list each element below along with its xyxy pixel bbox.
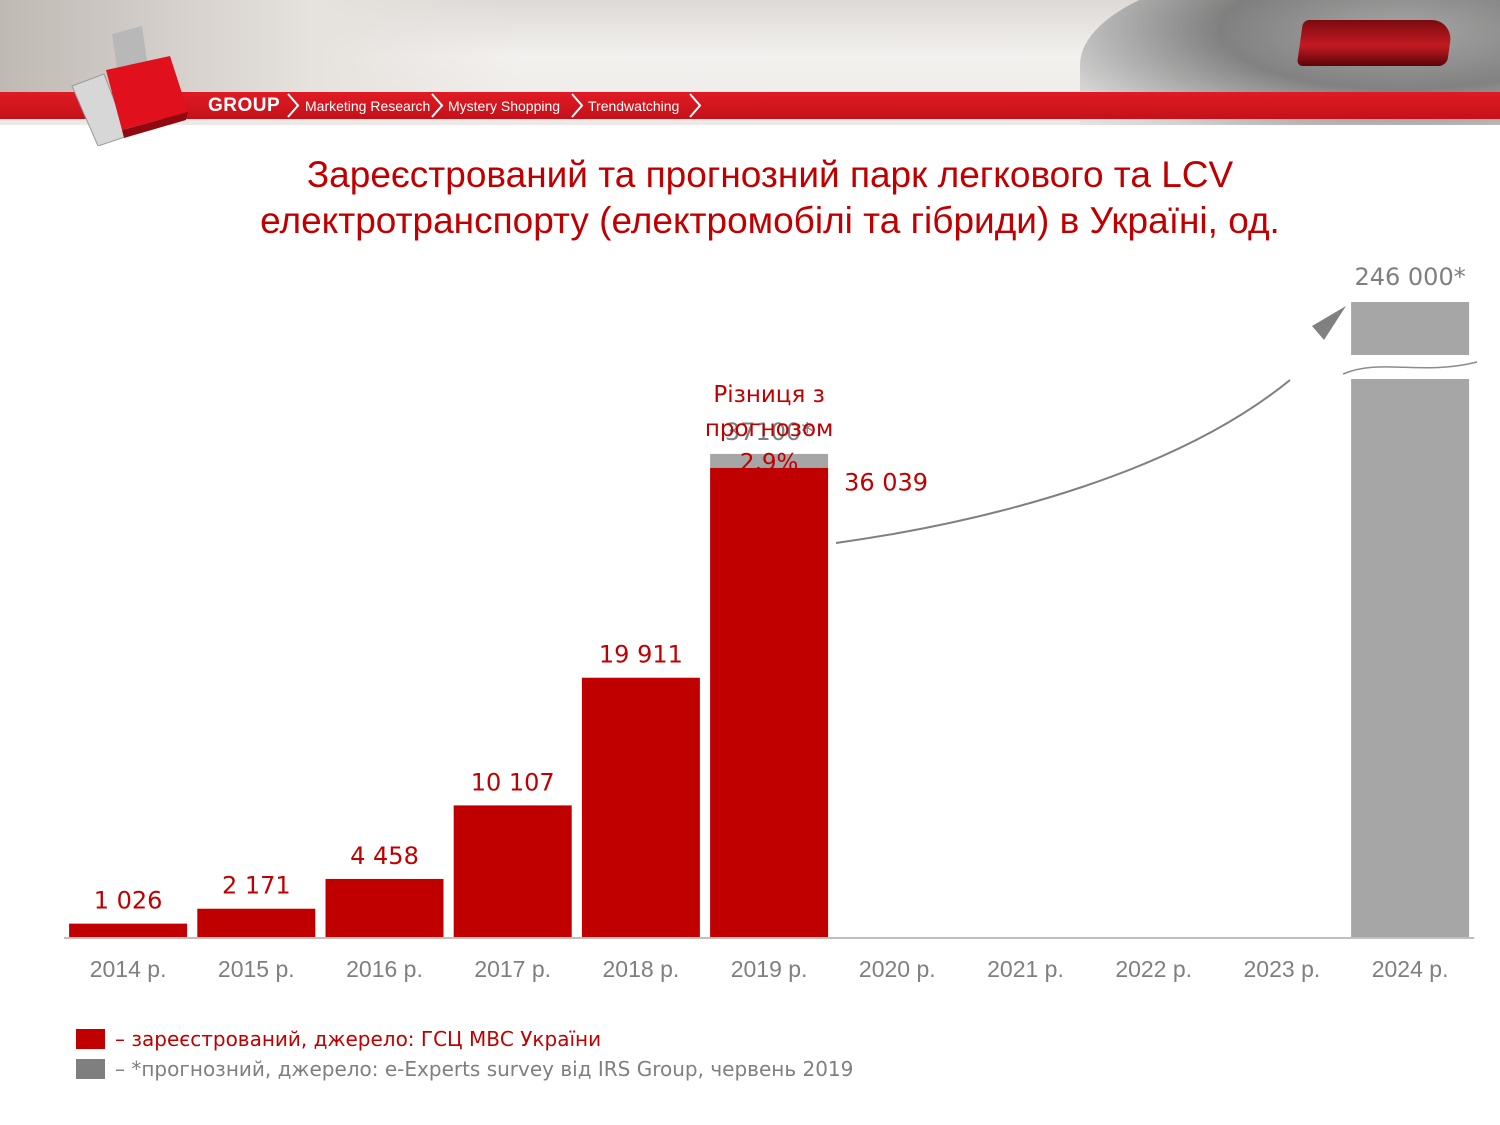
tick-label-2024: 2024 р. (1372, 956, 1449, 982)
nav-trendwatching[interactable]: Trendwatching (588, 97, 680, 114)
axis-break-mark (1342, 361, 1478, 375)
labels-layer: 1 026 2 171 4 458 10 107 19 911 37100* 36 039 Р… (94, 263, 1466, 915)
nav-group-label[interactable]: GROUP (208, 94, 281, 116)
ticks-layer: 2014 р. 2015 р. 2016 р. 2017 р. 2018 р. 2019 … (90, 956, 1449, 982)
annotation-line-3: 2,9% (740, 450, 798, 476)
legend-registered-label: – зареєстрований, джерело: ГСЦ МВС Украї… (115, 1027, 602, 1051)
tick-label-2019: 2019 р. (731, 956, 808, 982)
bar-registered-2018 (581, 677, 700, 937)
chart-title-line-2: електротранспорту (електромобілі та гібр… (260, 200, 1280, 241)
legend-swatch-registered (76, 1029, 105, 1049)
chart-title-line-1: Зареєстрований та прогнозний парк легков… (306, 154, 1234, 195)
value-label-2017: 10 107 (471, 768, 555, 796)
value-label-2014: 1 026 (94, 887, 163, 915)
value-label-forecast-2024: 246 000* (1354, 263, 1465, 291)
bar-registered-2019 (710, 467, 829, 937)
value-label-2015: 2 171 (222, 872, 291, 900)
bar-registered-2016 (325, 878, 444, 937)
chart-title: Зареєстрований та прогнозний парк легков… (60, 152, 1480, 244)
bar-registered-2017 (453, 805, 572, 937)
tick-label-2015: 2015 р. (218, 956, 295, 982)
bar-forecast-2024-top (1351, 302, 1470, 355)
bar-registered-2015 (197, 908, 316, 937)
arrow-head-icon (1312, 306, 1346, 340)
chevron-right-icon (287, 93, 300, 118)
tick-label-2017: 2017 р. (474, 956, 551, 982)
chevron-right-icon (431, 93, 444, 118)
tick-label-2018: 2018 р. (603, 956, 680, 982)
chevron-right-icon (571, 93, 584, 118)
value-label-2019: 36 039 (844, 469, 928, 497)
nav-marketing-research[interactable]: Marketing Research (305, 97, 431, 114)
value-label-2018: 19 911 (599, 641, 683, 669)
value-label-forecast-2019: 37100* (725, 418, 813, 446)
legend-forecast: – *прогнозний, джерело: e-Experts survey… (76, 1057, 853, 1081)
tick-label-2022: 2022 р. (1115, 956, 1192, 982)
legend-registered: – зареєстрований, джерело: ГСЦ МВС Украї… (76, 1027, 601, 1051)
bar-forecast-2024-bottom (1351, 379, 1470, 937)
bar-registered-2014 (69, 923, 188, 937)
tick-label-2023: 2023 р. (1244, 956, 1321, 982)
irs-logo (71, 26, 188, 146)
nav-band (0, 92, 1500, 119)
bars-layer (64, 302, 1478, 939)
tick-label-2020: 2020 р. (859, 956, 936, 982)
banner-shade (0, 0, 520, 92)
legend-forecast-label: – *прогнозний, джерело: e-Experts survey… (115, 1057, 854, 1081)
annotation-line-1: Різниця з (713, 382, 825, 408)
growth-arrow (835, 379, 1291, 544)
nav-mystery-shopping[interactable]: Mystery Shopping (448, 97, 561, 114)
tick-label-2021: 2021 р. (987, 956, 1064, 982)
bar-forecast-2019 (710, 453, 829, 468)
value-label-2016: 4 458 (350, 842, 419, 870)
header-banner (0, 0, 1500, 125)
tick-label-2016: 2016 р. (346, 956, 423, 982)
logo-mark (71, 26, 188, 146)
chevron-right-icon (689, 93, 702, 118)
legend-swatch-forecast (76, 1059, 105, 1079)
annotation-line-2: прогнозом (705, 416, 834, 442)
tick-label-2014: 2014 р. (90, 956, 167, 982)
